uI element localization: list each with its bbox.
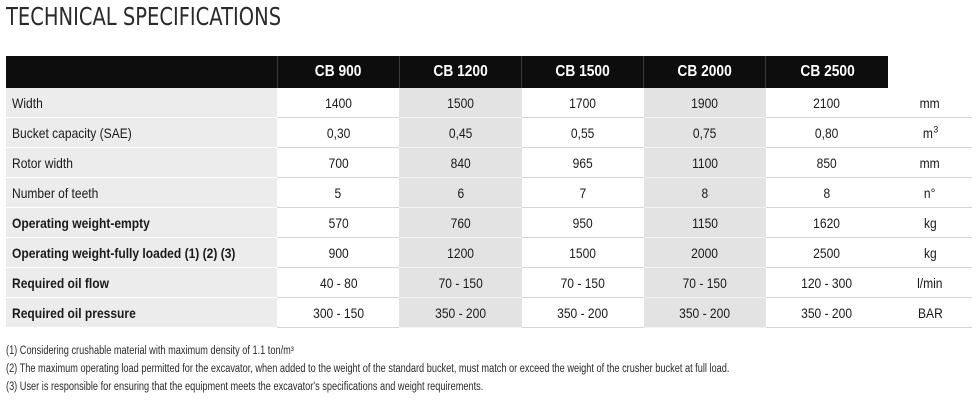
value-cell: 8 xyxy=(643,177,766,208)
value-cell: 2000 xyxy=(643,237,766,268)
value-cell: 2100 xyxy=(765,88,888,118)
value-cell: 1900 xyxy=(643,88,766,118)
row-label: Width xyxy=(6,88,278,118)
specifications-table: CB 900 CB 1200 CB 1500 CB 2000 CB 2500 W… xyxy=(6,56,972,328)
model-header: CB 2500 xyxy=(765,56,888,88)
value-cell: 70 - 150 xyxy=(399,267,522,298)
row-label: Operating weight-empty xyxy=(6,207,278,238)
value-cell: 350 - 200 xyxy=(765,297,888,328)
value-cell: 840 xyxy=(399,147,522,178)
unit-cell: kg xyxy=(887,207,972,238)
model-header: CB 2000 xyxy=(643,56,766,88)
value-cell: 6 xyxy=(399,177,522,208)
value-cell: 760 xyxy=(399,207,522,238)
unit-cell: m3 xyxy=(887,117,972,148)
value-cell: 1150 xyxy=(643,207,766,238)
value-cell: 1500 xyxy=(521,237,644,268)
table-row: Operating weight-empty 570 760 950 1150 1620 k… xyxy=(6,207,972,238)
value-cell: 300 - 150 xyxy=(277,297,400,328)
value-cell: 120 - 300 xyxy=(765,267,888,298)
value-cell: 40 - 80 xyxy=(277,267,400,298)
value-cell: 1100 xyxy=(643,147,766,178)
model-header: CB 900 xyxy=(276,56,400,88)
value-cell: 0,55 xyxy=(521,117,644,148)
value-cell: 1400 xyxy=(277,88,400,118)
row-label: Bucket capacity (SAE) xyxy=(6,117,278,148)
value-cell: 0,75 xyxy=(643,117,766,148)
unit-cell: n° xyxy=(887,177,972,208)
unit-cell: kg xyxy=(887,237,972,268)
unit-cell: mm xyxy=(887,88,972,118)
row-label: Operating weight-fully loaded (1) (2) (3… xyxy=(6,237,278,268)
header-blank-cell xyxy=(6,56,278,88)
value-cell: 350 - 200 xyxy=(643,297,766,328)
unit-superscript: 3 xyxy=(933,123,939,134)
value-cell: 1500 xyxy=(399,88,522,118)
table-row: Rotor width 700 840 965 1100 850 mm xyxy=(6,147,972,178)
value-cell: 850 xyxy=(765,147,888,178)
model-header: CB 1500 xyxy=(521,56,644,88)
unit-header-blank xyxy=(887,56,972,88)
footnotes: (1) Considering crushable material with … xyxy=(6,342,926,396)
page-title: TECHNICAL SPECIFICATIONS xyxy=(6,2,282,31)
table-row: Required oil flow 40 - 80 70 - 150 70 - 150… xyxy=(6,267,972,298)
footnote: (2) The maximum operating load permitted… xyxy=(6,363,730,375)
unit-cell: l/min xyxy=(887,267,972,298)
value-cell: 570 xyxy=(277,207,400,238)
table-row: Bucket capacity (SAE) 0,30 0,45 0,55 0,75 0,8… xyxy=(6,117,972,148)
value-cell: 700 xyxy=(277,147,400,178)
table-row: Width 1400 1500 1700 1900 2100 mm xyxy=(6,88,972,118)
value-cell: 0,80 xyxy=(765,117,888,148)
value-cell: 70 - 150 xyxy=(521,267,644,298)
value-cell: 950 xyxy=(521,207,644,238)
unit-cell: mm xyxy=(887,147,972,178)
value-cell: 1200 xyxy=(399,237,522,268)
value-cell: 1620 xyxy=(765,207,888,238)
value-cell: 350 - 200 xyxy=(399,297,522,328)
footnote: (3) User is responsible for ensuring tha… xyxy=(6,381,484,393)
row-label: Required oil pressure xyxy=(6,297,278,328)
value-cell: 70 - 150 xyxy=(643,267,766,298)
value-cell: 0,30 xyxy=(277,117,400,148)
row-label: Required oil flow xyxy=(6,267,278,298)
table-row: Required oil pressure 300 - 150 350 - 200 3… xyxy=(6,297,972,328)
row-label: Number of teeth xyxy=(6,177,278,208)
value-cell: 900 xyxy=(277,237,400,268)
footnote: (1) Considering crushable material with … xyxy=(6,345,294,357)
value-cell: 1700 xyxy=(521,88,644,118)
value-cell: 5 xyxy=(277,177,400,208)
row-label: Rotor width xyxy=(6,147,278,178)
table-row: Operating weight-fully loaded (1) (2) (3… xyxy=(6,237,972,268)
unit-cell: BAR xyxy=(887,297,972,328)
table-row: Number of teeth 5 6 7 8 8 n° xyxy=(6,177,972,208)
value-cell: 965 xyxy=(521,147,644,178)
model-header: CB 1200 xyxy=(398,56,522,88)
table-header-row: CB 900 CB 1200 CB 1500 CB 2000 CB 2500 xyxy=(6,56,972,88)
value-cell: 2500 xyxy=(765,237,888,268)
value-cell: 8 xyxy=(765,177,888,208)
value-cell: 7 xyxy=(521,177,644,208)
value-cell: 350 - 200 xyxy=(521,297,644,328)
value-cell: 0,45 xyxy=(399,117,522,148)
